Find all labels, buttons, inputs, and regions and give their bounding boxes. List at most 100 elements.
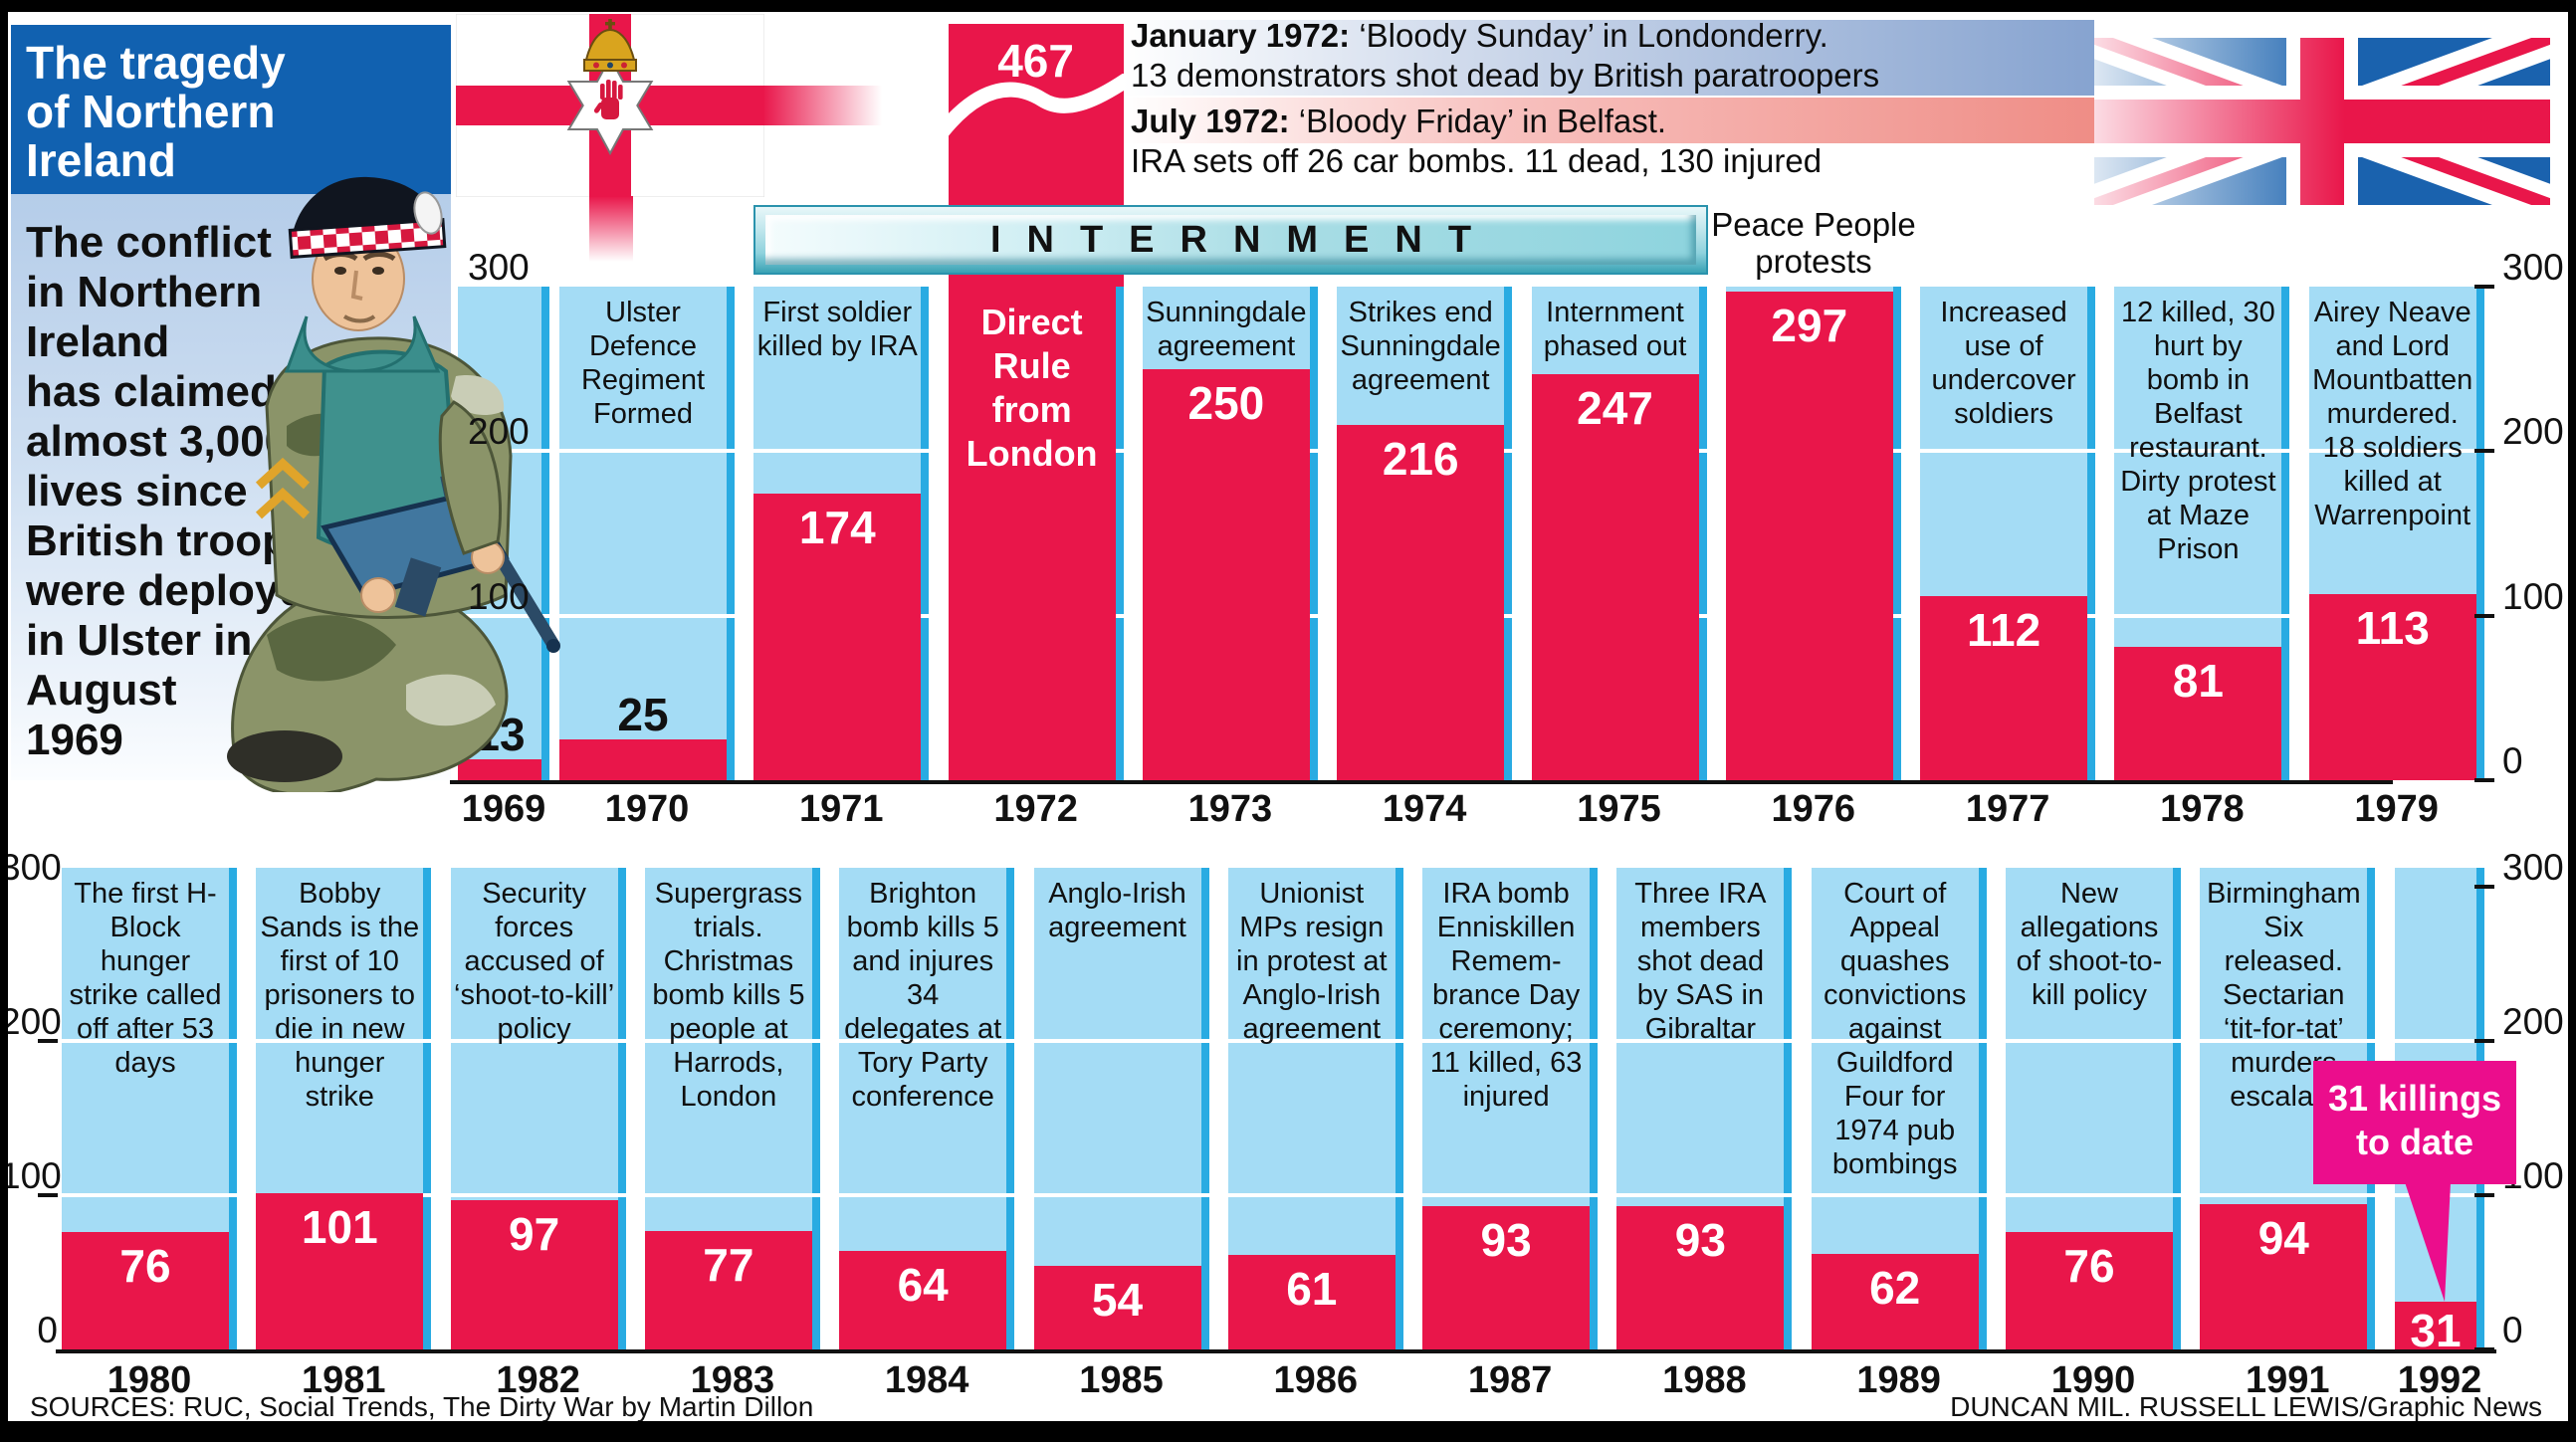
year-column-1981: Bobby Sands is the first of 10 prisoners… — [256, 868, 432, 1349]
callout-pointer — [2405, 1182, 2451, 1302]
gridline-100 — [458, 613, 549, 618]
death-count-label: 64 — [897, 1258, 949, 1311]
gridline-200 — [256, 1039, 432, 1043]
gridline-200 — [839, 1039, 1015, 1043]
column-edge-stripe — [2173, 868, 2181, 1349]
gridline-200 — [2395, 1039, 2484, 1043]
death-count-bar — [1337, 424, 1505, 780]
internment-banner: INTERNMENT — [753, 205, 1708, 275]
event-detail-january-1972: 13 demonstrators shot dead by British pa… — [1131, 57, 1880, 94]
gridline-200 — [1422, 1039, 1599, 1043]
ulster-flag-icon — [456, 14, 764, 197]
death-count-label: 81 — [2172, 655, 2224, 708]
column-edge-stripe — [921, 287, 930, 780]
gridline-100 — [2200, 1193, 2376, 1197]
gridline-200 — [1920, 449, 2096, 454]
column-edge-stripe — [1892, 287, 1901, 780]
year-column-1973: Sunningdale agreement 250 — [1142, 287, 1318, 780]
death-count-bar — [753, 494, 922, 780]
column-edge-stripe — [1504, 287, 1513, 780]
bar-break-wave-icon — [948, 74, 1124, 136]
annotation-text: Court of Appeal quashes convictions agai… — [1823, 878, 1967, 1180]
internment-label: INTERNMENT — [989, 218, 1498, 261]
death-count-label: 77 — [703, 1238, 754, 1291]
annotation-text: Airey Neave and Lord Mountbatten murdere… — [2312, 297, 2473, 531]
column-edge-stripe — [1309, 287, 1318, 780]
annotation-text: First soldier killed by IRA — [756, 297, 918, 362]
column-edge-stripe — [811, 868, 820, 1349]
axis-tick-label: 300 — [2502, 847, 2564, 888]
year-column-1989: Court of Appeal quashes convictions agai… — [1811, 868, 1987, 1349]
gridline-200 — [1033, 1039, 1209, 1043]
gridline-100 — [839, 1193, 1015, 1197]
year-column-1979: Airey Neave and Lord Mountbatten murdere… — [2308, 287, 2484, 780]
axis-tick-label: 100 — [468, 575, 530, 617]
blue-fade-band — [1123, 20, 2094, 96]
death-count-label: 31 — [2410, 1304, 2462, 1356]
event-detail-july-1972: IRA sets off 26 car bombs. 11 dead, 130 … — [1131, 142, 1823, 179]
column-edge-stripe — [2087, 287, 2096, 780]
death-count-label: 250 — [1187, 376, 1265, 429]
column-edge-stripe — [1395, 868, 1403, 1349]
column-edge-stripe — [1698, 287, 1707, 780]
death-count-bar — [948, 287, 1116, 780]
annotation-text: 12 killed, 30 hurt by bomb in Belfast re… — [2120, 297, 2276, 565]
death-count-bar — [256, 1193, 424, 1349]
year-label: 1972 — [993, 788, 1078, 830]
gridline-200 — [2006, 1039, 2181, 1043]
annotation-text: Increased use of undercover soldiers — [1931, 297, 2076, 430]
frame-left — [0, 0, 8, 1442]
gridline-100 — [1422, 1193, 1599, 1197]
death-count-label: 467 — [997, 35, 1074, 87]
year-label: 1988 — [1662, 1359, 1747, 1401]
corporal-chevrons-icon — [255, 457, 311, 519]
gridline-100 — [450, 1193, 626, 1197]
axis-tick — [2474, 449, 2494, 454]
intro-text: The conflict in Northern Ireland has cla… — [26, 218, 330, 764]
axis-tick-label: 0 — [37, 1310, 58, 1350]
column-edge-stripe — [617, 868, 626, 1349]
annotation-text: Brighton bomb kills 5 and injures 34 del… — [844, 878, 1002, 1113]
column-edge-stripe — [2281, 287, 2290, 780]
year-label: 1984 — [884, 1359, 969, 1401]
annotation-text: Internment phased out — [1543, 297, 1687, 362]
death-count-bar — [1725, 291, 1893, 780]
column-edge-stripe — [229, 868, 237, 1349]
axis-tick-label: 200 — [2502, 1001, 2564, 1042]
death-count-bar — [644, 1230, 812, 1349]
death-count-bar — [458, 758, 541, 780]
death-count-bar — [2308, 594, 2476, 780]
gridline-200 — [644, 1039, 820, 1043]
gridline-200 — [559, 449, 735, 454]
column-edge-stripe — [1200, 868, 1209, 1349]
axis-tick-label: 200 — [0, 1001, 62, 1042]
year-label: 1992 — [2397, 1359, 2482, 1401]
gridline-200 — [1227, 1039, 1403, 1043]
year-label: 1981 — [302, 1359, 386, 1401]
year-column-1980: The first H-Block hunger strike called o… — [62, 868, 237, 1349]
annotation-text: Anglo-Irish agreement — [1048, 878, 1186, 943]
year-label: 1974 — [1382, 788, 1467, 830]
year-label: 1969 — [461, 788, 546, 830]
death-count-bar — [1811, 1253, 1979, 1349]
red-fade-band — [1123, 98, 2094, 143]
death-count-bar — [62, 1232, 229, 1349]
axis-tick — [2474, 778, 2494, 782]
gridline-200 — [1811, 1039, 1987, 1043]
column-edge-stripe — [541, 287, 549, 780]
flag-cross-fade-down — [589, 196, 633, 262]
gridline-200 — [2114, 449, 2290, 454]
annotation-text: Direct Rule from London — [966, 302, 1098, 474]
death-count-bar — [2395, 1301, 2476, 1349]
axis-tick — [2474, 613, 2494, 618]
death-count-label: 76 — [2063, 1240, 2115, 1293]
year-column-1990: New allegations of shoot-to-kill policy 7… — [2006, 868, 2181, 1349]
gridline-200 — [2200, 1039, 2376, 1043]
axis-tick-label: 100 — [0, 1155, 62, 1196]
banner-inner-panel — [765, 215, 1696, 265]
column-edge-stripe — [1978, 868, 1987, 1349]
year-label: 1983 — [690, 1359, 775, 1401]
death-count-label: 174 — [798, 502, 876, 554]
death-count-label: 61 — [1286, 1263, 1338, 1316]
